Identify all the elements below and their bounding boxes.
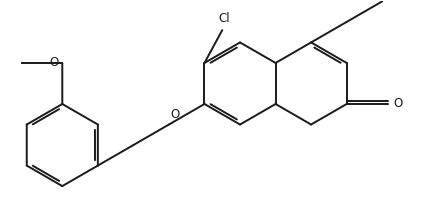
Text: Cl: Cl — [218, 12, 230, 25]
Text: O: O — [394, 98, 403, 110]
Text: O: O — [50, 56, 59, 69]
Text: O: O — [170, 108, 179, 121]
